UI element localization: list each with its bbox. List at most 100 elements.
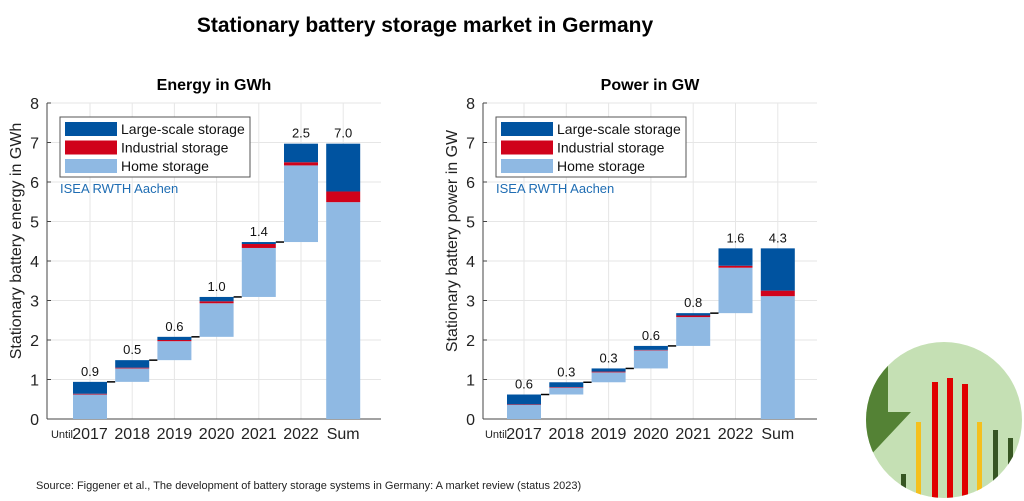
x-tick-label: 2017 <box>506 426 542 443</box>
x-prefix-label: Until <box>485 429 507 441</box>
main-title: Stationary battery storage market in Ger… <box>196 14 654 37</box>
y-tick-label: 1 <box>30 373 39 390</box>
bar-segment-home <box>326 202 361 419</box>
bar-segment-home <box>718 267 753 314</box>
y-tick-label: 8 <box>466 96 475 113</box>
chart-title: Energy in GWh <box>157 77 272 94</box>
bar-segment-home <box>760 296 795 419</box>
bar-segment-home <box>284 165 318 243</box>
x-tick-label: 2020 <box>633 426 669 443</box>
bar-segment-industrial <box>507 404 541 405</box>
bar-total-label: 7.0 <box>334 126 352 141</box>
bar-total-label: 0.6 <box>642 328 660 343</box>
bar-segment-large <box>718 248 753 266</box>
bar-segment-large <box>676 313 711 316</box>
x-tick-label: 2019 <box>157 426 193 443</box>
y-tick-label: 1 <box>466 373 475 390</box>
bar-segment-industrial <box>241 244 276 248</box>
bar-segment-large <box>326 143 361 192</box>
legend-label: Home storage <box>557 158 645 174</box>
y-tick-label: 2 <box>466 333 475 350</box>
bar-total-label: 0.6 <box>165 319 183 334</box>
x-tick-label: 2021 <box>675 426 711 443</box>
bar-segment-large <box>591 368 626 372</box>
bar-segment-industrial <box>284 162 318 166</box>
y-tick-label: 7 <box>30 136 39 153</box>
bar-segment-home <box>73 394 107 419</box>
x-prefix-label: Until <box>51 429 73 441</box>
y-tick-label: 8 <box>30 96 39 113</box>
bar-segment-large <box>157 336 192 340</box>
x-tick-label: 2018 <box>549 426 585 443</box>
y-axis-label: Stationary battery power in GW <box>444 129 461 352</box>
x-tick-label: 2022 <box>283 426 319 443</box>
bar-segment-home <box>676 317 711 346</box>
bar-segment-large <box>199 296 234 302</box>
bar-segment-large <box>115 360 150 368</box>
y-tick-label: 5 <box>466 215 475 232</box>
bar-segment-home <box>549 387 584 395</box>
battery-market-logo-icon <box>866 342 1022 498</box>
bar-total-label: 1.4 <box>250 224 268 239</box>
chart-panel-energy: 0 1 2 3 4 5 6 7 8 Energy in GWh Stationary battery… <box>8 77 381 443</box>
bar-segment-home <box>507 404 541 419</box>
bar-segment-industrial <box>718 265 753 268</box>
bar-total-label: 0.5 <box>123 342 141 357</box>
bar-total-label: 4.3 <box>769 230 787 245</box>
bar-segment-industrial <box>199 301 234 304</box>
y-axis-label: Stationary battery energy in GWh <box>8 123 25 360</box>
y-tick-label: 6 <box>30 175 39 192</box>
y-tick-label: 4 <box>30 254 39 271</box>
y-tick-label: 7 <box>466 136 475 153</box>
legend-label: Large-scale storage <box>121 121 245 137</box>
bar-segment-industrial <box>115 367 150 369</box>
legend-swatch-industrial <box>65 140 117 155</box>
bar-segment-large <box>284 143 318 163</box>
bar-segment-home <box>591 372 626 383</box>
y-tick-label: 6 <box>466 175 475 192</box>
x-tick-label: 2022 <box>718 426 754 443</box>
x-tick-label: 2020 <box>199 426 235 443</box>
x-tick-label: 2018 <box>114 426 150 443</box>
bar-segment-industrial <box>633 349 668 351</box>
bar-segment-home <box>199 303 234 337</box>
bar-segment-large <box>549 382 584 388</box>
bar-total-label: 0.3 <box>600 350 618 365</box>
y-tick-label: 0 <box>466 412 475 429</box>
legend-swatch-home <box>501 159 553 173</box>
legend-swatch-home <box>65 159 117 173</box>
bar-segment-large <box>73 381 107 394</box>
bar-total-label: 0.8 <box>684 295 702 310</box>
x-tick-label: Sum <box>327 426 360 443</box>
legend-label: Industrial storage <box>557 140 665 156</box>
bar-total-label: 2.5 <box>292 126 310 141</box>
y-tick-label: 0 <box>30 412 39 429</box>
x-tick-label: 2021 <box>241 426 277 443</box>
chart-panel-power: 0 1 2 3 4 5 6 7 8 Power in GW Stationary battery p… <box>444 77 817 443</box>
legend-label: Industrial storage <box>121 140 229 156</box>
bar-segment-industrial <box>326 191 361 203</box>
bar-segment-home <box>633 350 668 369</box>
x-tick-label: 2019 <box>591 426 627 443</box>
bar-segment-large <box>241 242 276 245</box>
x-tick-label: 2017 <box>72 426 108 443</box>
chart-title: Power in GW <box>601 77 701 94</box>
legend-swatch-large <box>501 122 553 136</box>
bar-segment-large <box>633 345 668 350</box>
bar-segment-industrial <box>591 371 626 373</box>
legend-swatch-industrial <box>501 140 553 155</box>
y-tick-label: 3 <box>466 294 475 311</box>
bar-segment-industrial <box>760 290 795 297</box>
bar-segment-home <box>241 247 276 297</box>
legend-label: Home storage <box>121 158 209 174</box>
bar-total-label: 1.0 <box>208 279 226 294</box>
bar-total-label: 0.9 <box>81 364 99 379</box>
x-tick-label: Sum <box>761 426 794 443</box>
bar-segment-home <box>115 368 150 382</box>
y-tick-label: 3 <box>30 294 39 311</box>
legend-label: Large-scale storage <box>557 121 681 137</box>
bar-segment-home <box>157 341 192 361</box>
bar-segment-large <box>760 248 795 291</box>
source-citation: Source: Figgener et al., The development… <box>36 480 582 492</box>
